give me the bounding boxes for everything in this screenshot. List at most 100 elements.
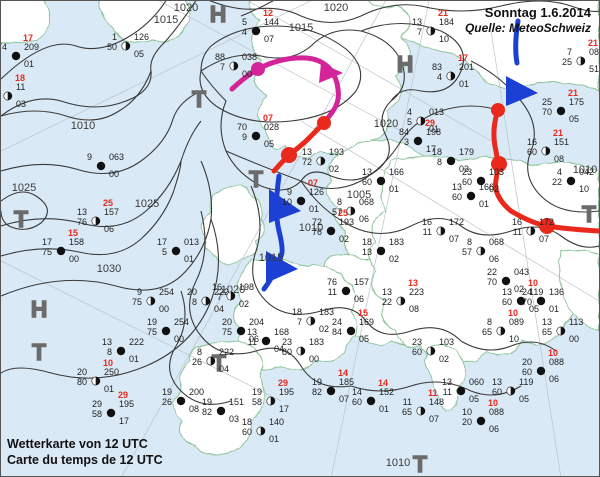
svg-text:184: 184 (439, 17, 454, 27)
svg-text:70: 70 (237, 122, 247, 132)
svg-text:65: 65 (542, 327, 552, 337)
svg-text:07: 07 (264, 34, 274, 44)
svg-text:01: 01 (379, 404, 389, 414)
svg-text:02: 02 (339, 234, 349, 244)
svg-text:75: 75 (147, 327, 157, 337)
svg-text:8: 8 (487, 317, 492, 327)
svg-text:222: 222 (129, 337, 144, 347)
svg-text:51: 51 (589, 64, 599, 74)
svg-text:8: 8 (467, 237, 472, 247)
svg-text:18: 18 (362, 237, 372, 247)
svg-text:25: 25 (542, 97, 552, 107)
svg-text:04: 04 (214, 304, 224, 314)
svg-text:183: 183 (309, 337, 324, 347)
svg-text:25: 25 (103, 198, 113, 208)
svg-text:11: 11 (513, 227, 522, 237)
svg-text:21: 21 (438, 8, 448, 18)
svg-text:14: 14 (378, 378, 388, 388)
svg-text:250: 250 (104, 367, 119, 377)
svg-text:T: T (192, 86, 206, 112)
svg-text:04: 04 (219, 364, 229, 374)
svg-text:126: 126 (134, 32, 149, 42)
svg-text:13: 13 (412, 17, 422, 27)
svg-text:209: 209 (24, 42, 39, 52)
svg-text:3: 3 (404, 137, 409, 147)
svg-text:13: 13 (362, 247, 372, 257)
svg-text:06: 06 (489, 254, 499, 264)
svg-text:103: 103 (489, 167, 504, 177)
svg-text:15: 15 (68, 228, 78, 238)
svg-text:70: 70 (522, 297, 532, 307)
svg-text:72: 72 (302, 157, 312, 167)
svg-text:T: T (14, 206, 28, 232)
svg-text:13: 13 (77, 207, 87, 217)
svg-text:10: 10 (579, 184, 589, 194)
svg-text:22: 22 (382, 297, 392, 307)
svg-text:19: 19 (312, 377, 322, 387)
svg-text:H: H (210, 1, 227, 27)
svg-text:13: 13 (408, 278, 418, 288)
svg-text:223: 223 (409, 287, 424, 297)
svg-text:11: 11 (428, 388, 438, 398)
svg-text:04: 04 (274, 344, 284, 354)
svg-text:5: 5 (242, 17, 247, 27)
svg-text:01: 01 (269, 434, 279, 444)
svg-text:00: 00 (69, 254, 79, 264)
svg-text:8: 8 (197, 347, 202, 357)
svg-text:84: 84 (332, 327, 342, 337)
svg-text:T: T (582, 201, 596, 227)
svg-text:179: 179 (459, 147, 474, 157)
svg-text:29: 29 (92, 399, 102, 409)
svg-text:20: 20 (522, 357, 532, 367)
svg-text:11: 11 (248, 337, 257, 347)
svg-text:84: 84 (399, 127, 409, 137)
svg-text:22: 22 (487, 267, 497, 277)
svg-text:16: 16 (422, 217, 432, 227)
svg-text:060: 060 (469, 377, 484, 387)
svg-text:75: 75 (132, 297, 142, 307)
svg-text:75: 75 (42, 247, 52, 257)
svg-text:11: 11 (16, 82, 25, 92)
svg-text:1020: 1020 (374, 118, 398, 130)
svg-text:03: 03 (16, 99, 26, 109)
svg-text:8: 8 (192, 297, 197, 307)
svg-text:70: 70 (542, 107, 552, 117)
svg-text:18: 18 (292, 307, 302, 317)
svg-text:18: 18 (242, 417, 252, 427)
svg-text:038: 038 (242, 52, 257, 62)
svg-text:70: 70 (487, 277, 497, 287)
svg-text:H: H (397, 51, 414, 77)
svg-text:088: 088 (489, 407, 504, 417)
svg-text:20: 20 (462, 417, 472, 427)
svg-text:60: 60 (452, 192, 462, 202)
svg-text:50: 50 (107, 42, 117, 52)
svg-text:1020: 1020 (174, 2, 198, 14)
svg-text:8: 8 (107, 347, 112, 357)
svg-text:19: 19 (147, 317, 157, 327)
svg-text:11: 11 (328, 287, 337, 297)
svg-text:00: 00 (309, 354, 319, 364)
svg-text:151: 151 (554, 137, 569, 147)
svg-text:60: 60 (502, 297, 512, 307)
svg-text:01: 01 (549, 304, 559, 314)
svg-text:01: 01 (459, 79, 469, 89)
svg-text:29: 29 (278, 378, 288, 388)
svg-text:01: 01 (479, 199, 489, 209)
svg-text:1025: 1025 (135, 198, 159, 210)
svg-text:19: 19 (252, 387, 262, 397)
svg-text:07: 07 (429, 414, 439, 424)
svg-text:06: 06 (489, 424, 499, 434)
svg-text:8: 8 (337, 197, 342, 207)
svg-text:11: 11 (443, 387, 452, 397)
svg-text:13: 13 (442, 377, 452, 387)
svg-text:08: 08 (554, 154, 564, 164)
svg-text:113: 113 (569, 317, 583, 327)
svg-text:02: 02 (239, 299, 249, 309)
svg-text:1: 1 (112, 32, 117, 42)
svg-text:T: T (249, 166, 263, 192)
svg-text:195: 195 (119, 399, 134, 409)
svg-text:172: 172 (449, 217, 464, 227)
svg-text:57: 57 (462, 247, 472, 257)
svg-text:10: 10 (508, 308, 518, 318)
svg-text:26: 26 (162, 397, 172, 407)
